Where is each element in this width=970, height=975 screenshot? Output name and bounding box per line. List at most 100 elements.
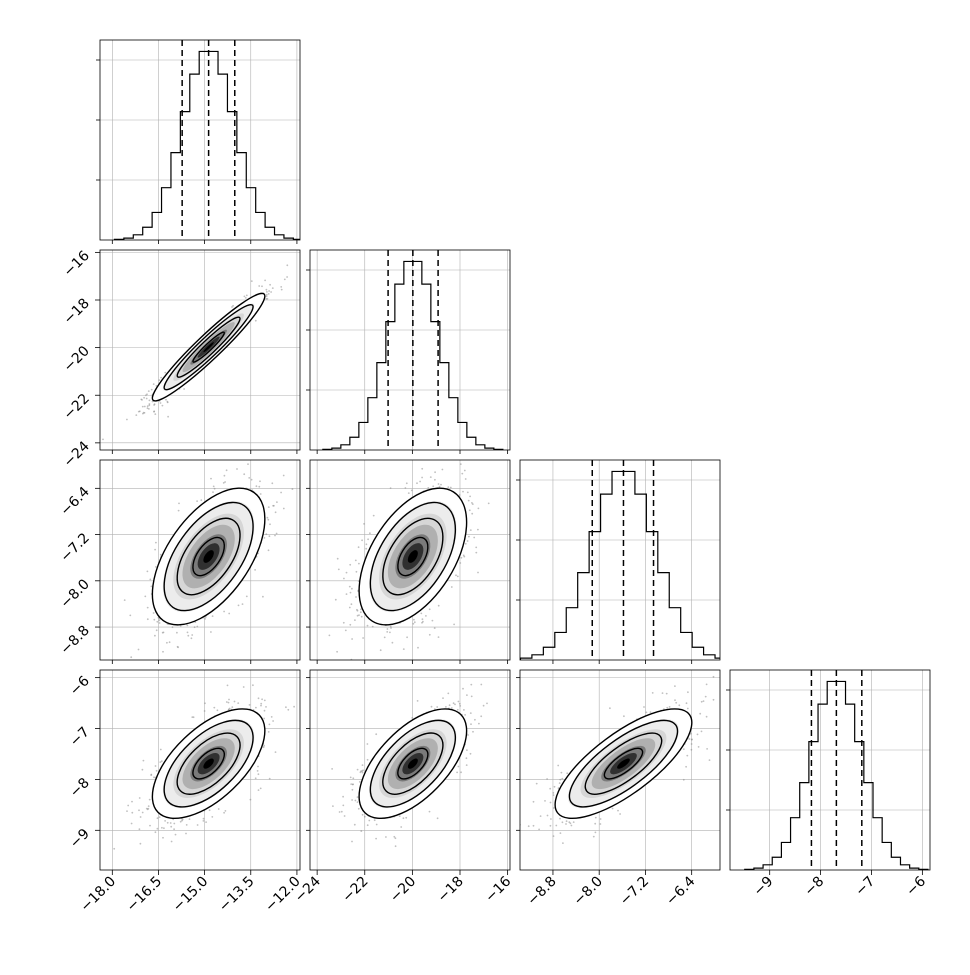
sample-point xyxy=(166,641,168,644)
sample-point xyxy=(549,801,552,804)
x-tick-label-4-0: −9 xyxy=(751,874,777,900)
sample-point xyxy=(351,638,353,640)
sample-point xyxy=(268,535,271,538)
sample-point xyxy=(686,707,689,710)
sample-point xyxy=(154,548,157,551)
sample-point xyxy=(262,595,264,598)
sample-point xyxy=(712,675,715,678)
x-tick-label-2-2: −20 xyxy=(387,874,419,906)
sample-point xyxy=(594,816,597,819)
sample-point xyxy=(546,778,548,780)
sample-point xyxy=(263,744,265,747)
sample-point xyxy=(227,701,230,704)
sample-point xyxy=(349,591,352,594)
sample-point xyxy=(594,822,597,825)
sample-point xyxy=(459,463,462,465)
scatter-4-2-frame xyxy=(309,669,511,871)
sample-point xyxy=(143,405,146,408)
sample-point xyxy=(231,306,233,308)
sample-point xyxy=(555,824,558,827)
sample-point xyxy=(705,683,708,686)
sample-point xyxy=(355,596,357,598)
sample-point xyxy=(257,765,259,768)
sample-point xyxy=(457,765,460,768)
sample-point xyxy=(674,685,676,687)
scatter-panel-4-2 xyxy=(310,670,510,870)
sample-point xyxy=(665,692,668,695)
sample-point xyxy=(231,706,234,708)
sample-point xyxy=(204,702,206,705)
sample-point xyxy=(351,799,353,801)
sample-point xyxy=(345,571,348,574)
sample-point xyxy=(153,410,155,413)
sample-point xyxy=(154,831,157,834)
sample-point xyxy=(686,754,689,757)
sample-point xyxy=(363,815,366,818)
sample-point xyxy=(355,570,358,573)
sample-point xyxy=(165,398,167,401)
sample-point xyxy=(257,697,260,700)
scatter-3-1-frame xyxy=(99,459,301,661)
sample-point xyxy=(570,824,573,827)
sample-point xyxy=(196,500,199,502)
sample-point xyxy=(552,807,555,809)
sample-point xyxy=(212,491,214,493)
sample-point xyxy=(465,757,468,760)
sample-point xyxy=(286,264,289,267)
sample-point xyxy=(473,536,476,539)
sample-point xyxy=(144,595,147,598)
sample-point xyxy=(433,627,436,629)
sample-point xyxy=(148,403,151,405)
sample-point xyxy=(131,800,133,803)
sample-point xyxy=(469,529,472,531)
sample-point xyxy=(535,782,538,785)
sample-point xyxy=(361,813,364,816)
y-tick-label-3-3: −6.4 xyxy=(57,484,92,519)
sample-point xyxy=(696,733,699,736)
sample-point xyxy=(705,715,708,718)
sample-point xyxy=(257,789,260,791)
sample-point xyxy=(389,487,392,489)
sample-point xyxy=(146,405,149,408)
sample-point xyxy=(351,587,353,590)
contour-line-0 xyxy=(358,708,468,820)
sample-point xyxy=(161,404,164,407)
sample-point xyxy=(371,625,374,628)
sample-point xyxy=(469,495,471,498)
sample-point xyxy=(138,797,141,799)
sample-point xyxy=(385,836,387,838)
sample-point xyxy=(724,693,726,695)
sample-point xyxy=(203,710,206,712)
sample-point xyxy=(594,831,597,834)
x-tick-label-4-2: −7 xyxy=(852,874,878,900)
sample-point xyxy=(685,765,687,768)
sample-point xyxy=(141,768,144,771)
sample-point xyxy=(436,706,439,708)
sample-point xyxy=(477,571,479,574)
sample-point xyxy=(193,626,196,629)
sample-point xyxy=(411,717,414,719)
sample-point xyxy=(427,487,430,489)
sample-point xyxy=(425,615,427,617)
sample-point xyxy=(390,627,392,629)
sample-point xyxy=(365,543,368,546)
y-tick-label-2-3: −18 xyxy=(61,296,93,328)
sample-point xyxy=(467,499,470,502)
sample-point xyxy=(137,648,140,651)
sample-point xyxy=(406,636,408,639)
sample-point xyxy=(487,502,490,505)
sample-point xyxy=(466,540,469,542)
sample-point xyxy=(436,817,439,820)
sample-point xyxy=(549,824,552,827)
sample-point xyxy=(236,468,238,470)
sample-point xyxy=(244,297,247,299)
sample-point xyxy=(727,701,729,703)
sample-point xyxy=(350,603,353,606)
sample-point xyxy=(470,723,472,726)
sample-point xyxy=(460,556,463,559)
sample-point xyxy=(159,402,162,404)
sample-point xyxy=(416,700,419,702)
sample-point xyxy=(262,746,265,749)
sample-point xyxy=(462,554,465,557)
x-tick-label-2-4: −16 xyxy=(482,873,514,905)
